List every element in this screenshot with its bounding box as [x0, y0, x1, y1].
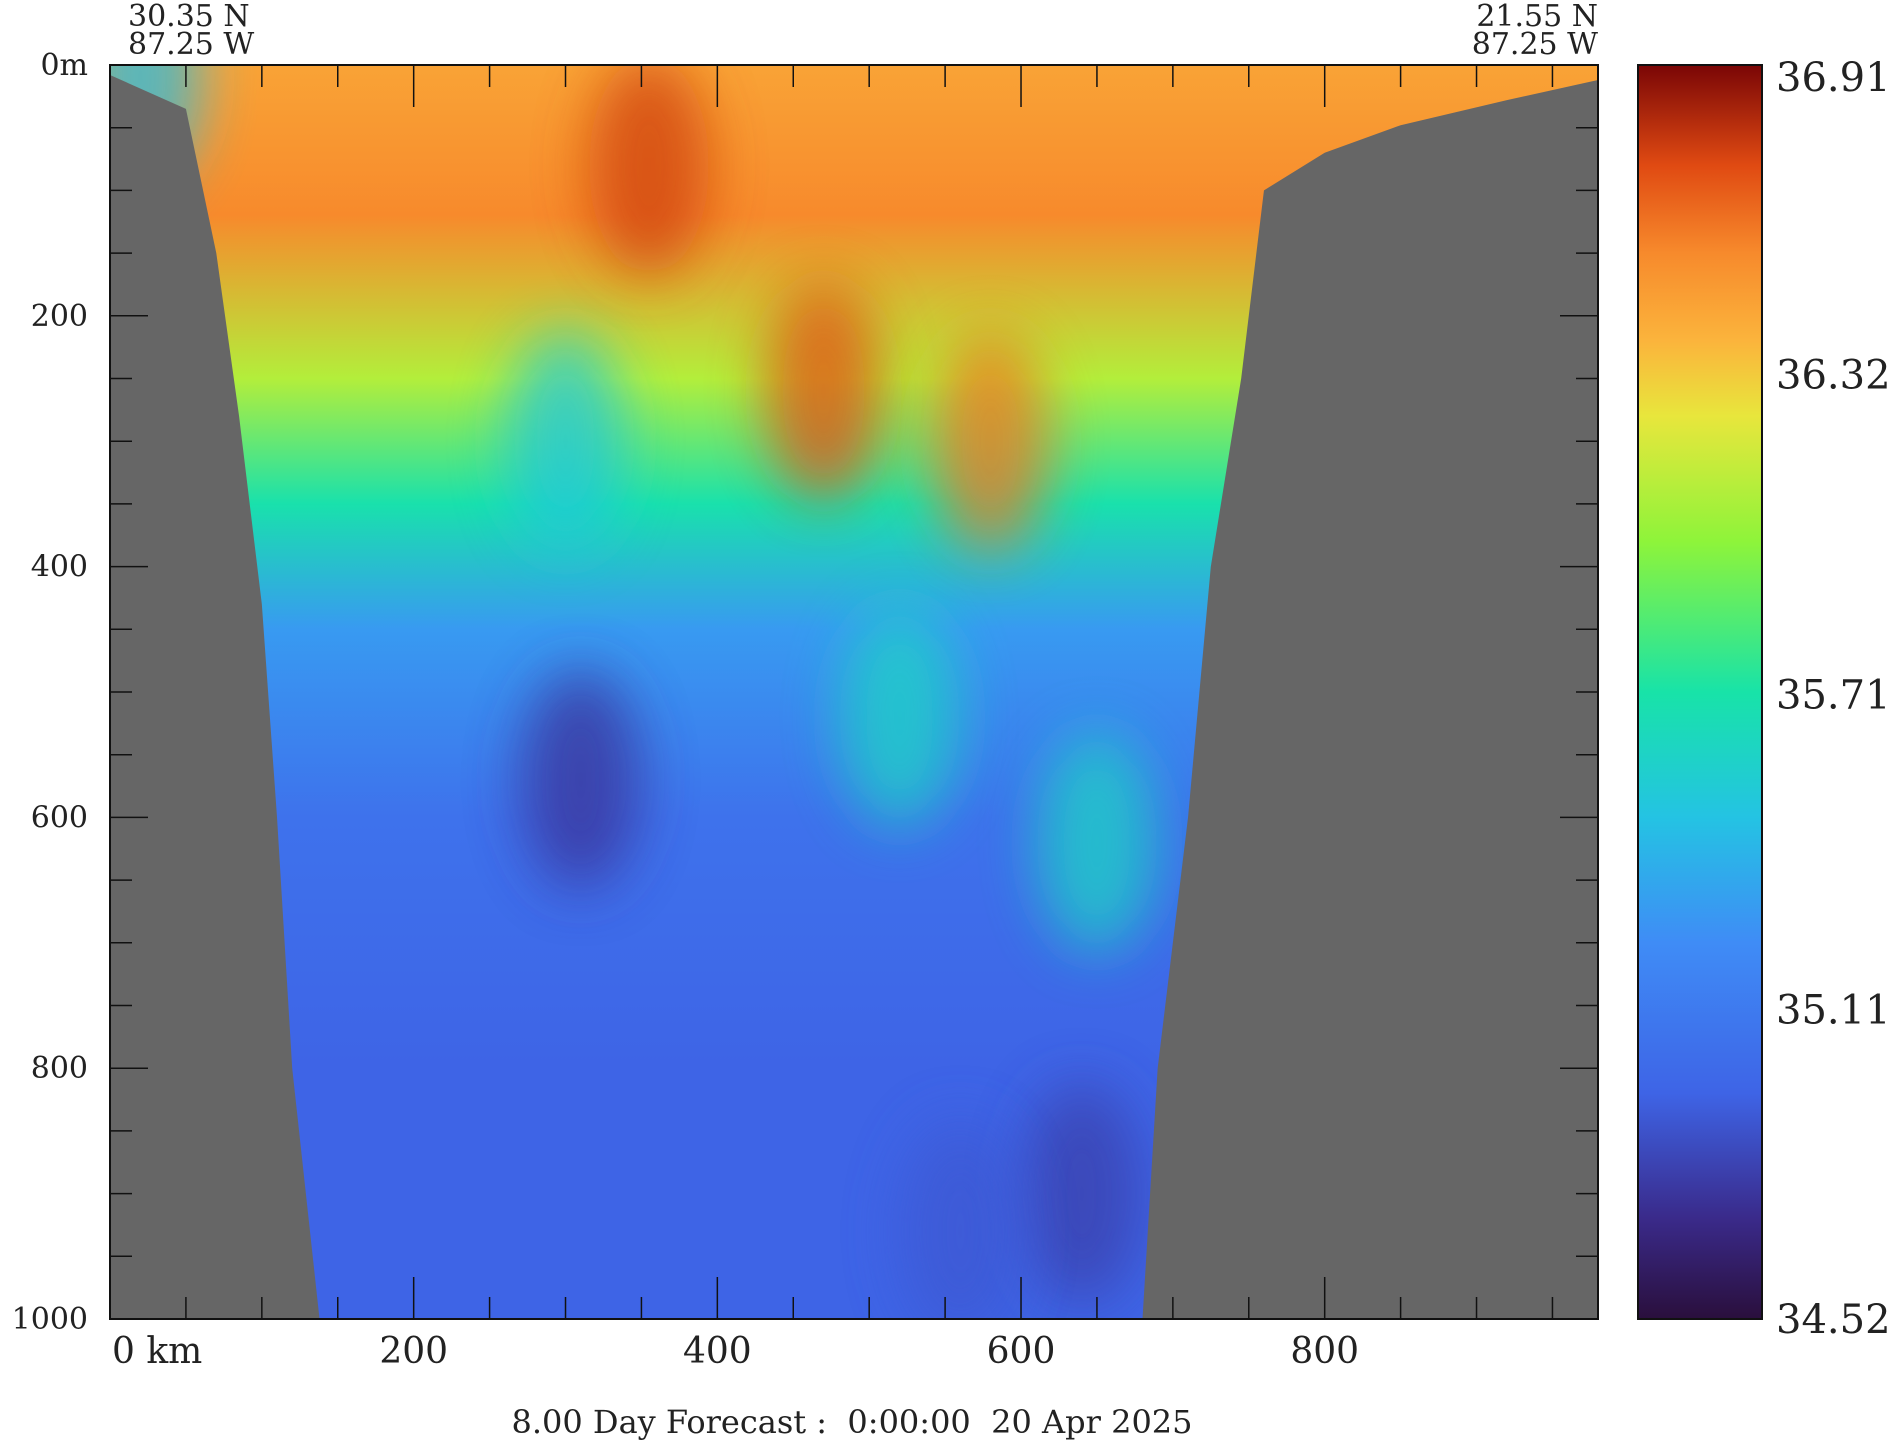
y-tick-label: 1000	[12, 1302, 88, 1337]
plot-area	[110, 65, 1598, 1319]
salinity-feature	[1036, 732, 1157, 953]
colorbar-label: 36.32	[1776, 353, 1890, 399]
salinity-feature	[900, 1121, 1021, 1319]
y-tick-label: 200	[31, 299, 88, 334]
x-tick-label: 400	[683, 1331, 752, 1372]
land-right	[1142, 80, 1598, 1319]
land-left	[110, 65, 320, 1319]
y-tick-label: 600	[31, 800, 88, 835]
colorbar-label: 35.71	[1776, 673, 1890, 719]
y-tick-label: 0m	[40, 48, 88, 83]
salinity-feature	[589, 65, 710, 276]
colorbar-ticks: 36.91 36.32 35.71 35.11 34.52	[1776, 55, 1890, 1343]
salinity-feature	[763, 281, 884, 502]
salinity-feature	[1021, 1083, 1142, 1304]
x-tick-label: 600	[987, 1331, 1056, 1372]
colorbar-label: 36.91	[1776, 55, 1890, 101]
salinity-feature	[839, 607, 960, 828]
salinity-feature	[520, 669, 641, 890]
y-axis: 0m 200 400 600 800 1000	[12, 48, 1598, 1337]
y-tick-label: 400	[31, 550, 88, 585]
salinity-feature	[505, 331, 626, 552]
colorbar	[1637, 64, 1763, 1320]
y-tick-label: 800	[31, 1051, 88, 1086]
left-lat-label: 30.35 N	[128, 0, 250, 34]
left-lon-label: 87.25 W	[128, 27, 254, 62]
x-tick-label: 0 km	[112, 1331, 202, 1372]
right-lon-label: 87.25 W	[1472, 27, 1598, 62]
colorbar-label: 34.52	[1776, 1297, 1890, 1343]
x-axis: 0 km 200 400 600 800	[109, 65, 1554, 1372]
forecast-title: 8.00 Day Forecast : 0:00:00 20 Apr 2025	[511, 1403, 1192, 1441]
right-lat-label: 21.55 N	[1476, 0, 1598, 34]
x-tick-label: 200	[379, 1331, 448, 1372]
salinity-feature	[930, 331, 1051, 552]
colorbar-label: 35.11	[1776, 987, 1890, 1033]
x-tick-label: 800	[1290, 1331, 1359, 1372]
